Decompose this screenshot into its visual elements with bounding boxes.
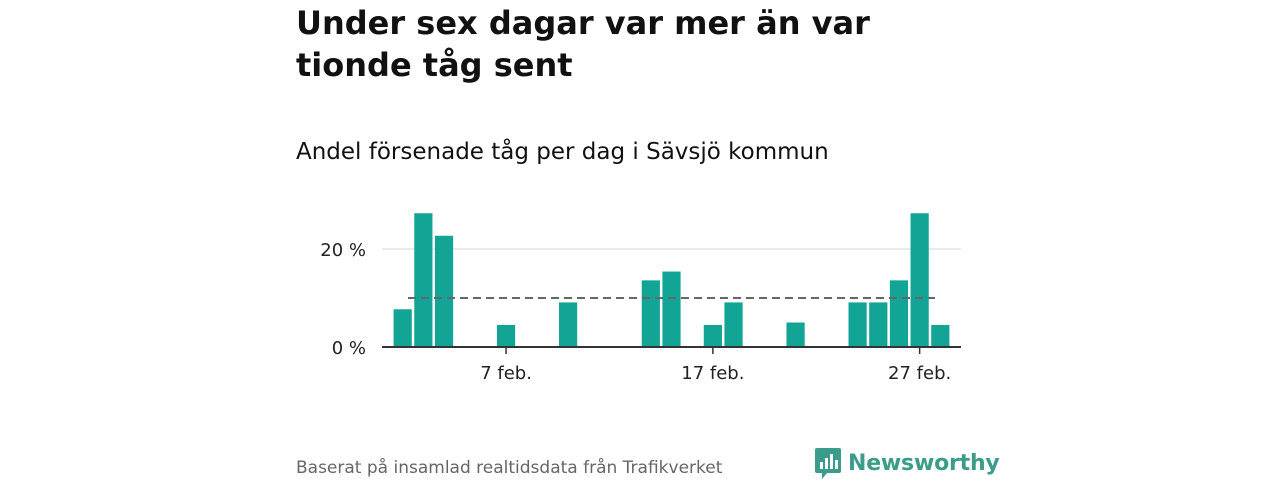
bar bbox=[393, 309, 412, 347]
bar-chart-logo-icon bbox=[815, 448, 841, 479]
chart-title: Under sex dagar var mer än var tionde tå… bbox=[296, 4, 870, 84]
bar bbox=[724, 302, 743, 347]
newsworthy-logo: Newsworthy bbox=[814, 446, 1000, 480]
x-tick-label: 17 feb. bbox=[681, 363, 744, 384]
y-tick-label: 0 % bbox=[332, 338, 366, 359]
bar bbox=[931, 324, 950, 347]
bar bbox=[889, 280, 909, 347]
bar bbox=[414, 213, 433, 347]
bar bbox=[703, 324, 722, 347]
chart-subtitle: Andel försenade tåg per dag i Sävsjö kom… bbox=[296, 139, 829, 165]
bar bbox=[641, 280, 660, 347]
bar bbox=[786, 322, 805, 347]
bar bbox=[496, 324, 516, 347]
bar bbox=[662, 271, 681, 347]
brand-name: Newsworthy bbox=[848, 450, 1000, 476]
bar bbox=[434, 235, 454, 347]
bar bbox=[848, 302, 867, 347]
bar bbox=[559, 302, 578, 347]
x-tick-label: 7 feb. bbox=[480, 363, 532, 384]
y-tick-label: 20 % bbox=[320, 240, 366, 261]
source-note: Baserat på insamlad realtidsdata från Tr… bbox=[296, 458, 723, 478]
x-tick-label: 27 feb. bbox=[888, 363, 951, 384]
bar bbox=[910, 213, 929, 347]
bar bbox=[869, 302, 888, 347]
